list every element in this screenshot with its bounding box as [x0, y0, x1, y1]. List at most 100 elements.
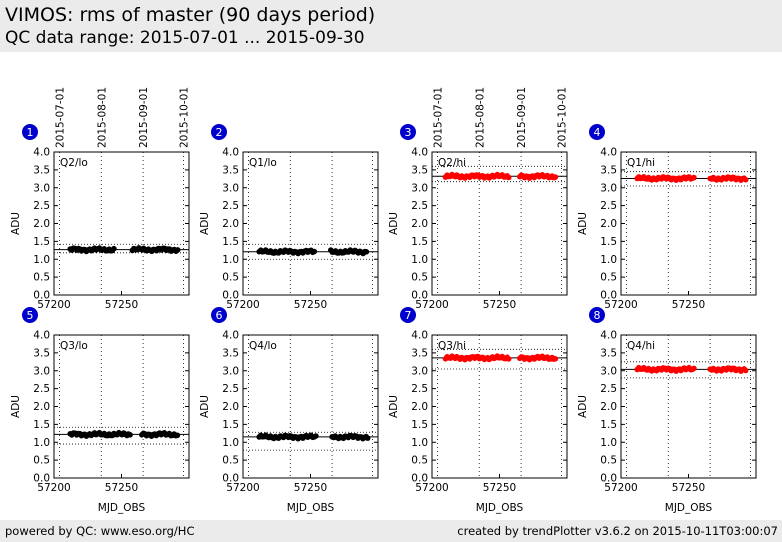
y-tick-label: 3.0	[33, 365, 50, 377]
y-tick-label: 2.5	[33, 383, 50, 395]
plot-frame	[242, 151, 379, 296]
date-tick-label: 2015-08-01	[474, 87, 486, 148]
panel-label: Q2/hi	[438, 157, 466, 169]
y-tick-label: 0.0	[222, 473, 239, 485]
y-axis-label: ADU	[388, 212, 400, 235]
x-tick-label: 57200	[37, 482, 70, 494]
y-axis-label: ADU	[388, 395, 400, 418]
y-axis-label: ADU	[577, 212, 589, 235]
panel-number-badge	[22, 307, 38, 323]
plot-frame	[620, 151, 757, 296]
y-tick-label: 0.5	[222, 455, 239, 467]
y-tick-label: 0.0	[411, 290, 428, 302]
date-tick-label: 2015-10-01	[179, 87, 191, 148]
y-tick-label: 2.0	[33, 218, 50, 230]
y-tick-label: 1.0	[411, 437, 428, 449]
panel-label: Q3/lo	[60, 340, 88, 352]
y-tick-label: 0.5	[600, 272, 617, 284]
x-axis-label: MJD_OBS	[287, 502, 335, 514]
data-point	[364, 435, 371, 441]
data-point	[311, 248, 318, 255]
panel-number: 1	[27, 126, 34, 139]
y-tick-label: 2.5	[600, 200, 617, 212]
x-tick-label: 57200	[415, 299, 448, 311]
y-tick-label: 3.5	[222, 164, 239, 176]
x-tick-label: 57250	[672, 299, 705, 311]
x-axis-label: MJD_OBS	[665, 502, 713, 514]
y-tick-label: 1.5	[222, 236, 239, 248]
date-tick-label: 2015-07-01	[432, 87, 444, 148]
y-tick-label: 2.0	[600, 218, 617, 230]
y-tick-label: 2.0	[411, 218, 428, 230]
y-tick-label: 2.5	[600, 383, 617, 395]
panel-number-badge	[211, 124, 227, 140]
data-point	[691, 365, 697, 372]
y-tick-label: 2.0	[33, 401, 50, 413]
y-tick-label: 2.5	[222, 200, 239, 212]
data-point	[505, 174, 512, 181]
y-tick-label: 2.0	[600, 401, 617, 413]
x-tick-label: 57250	[294, 482, 327, 494]
x-tick-label: 57200	[226, 482, 259, 494]
chart-panel-2: 0.0 0.5 1.0 1.5 2.0 2.5 3.0 3.5 4.0 57200 57250 Q1/…	[199, 124, 379, 311]
y-tick-label: 1.0	[222, 254, 239, 266]
y-tick-label: 1.0	[600, 437, 617, 449]
data-point	[742, 176, 749, 183]
y-axis-label: ADU	[199, 212, 211, 235]
y-tick-label: 1.0	[222, 437, 239, 449]
y-tick-label: 3.0	[411, 182, 428, 194]
y-axis-label: ADU	[10, 395, 22, 418]
y-tick-label: 4.0	[33, 147, 50, 159]
y-tick-label: 1.5	[600, 236, 617, 248]
data-point	[552, 356, 559, 362]
date-tick-label: 2015-09-01	[138, 87, 150, 148]
data-point	[174, 247, 181, 253]
y-tick-label: 0.0	[600, 473, 617, 485]
y-tick-label: 4.0	[600, 147, 617, 159]
panel-number: 5	[27, 309, 34, 322]
y-tick-label: 0.0	[600, 290, 617, 302]
y-tick-label: 1.0	[600, 254, 617, 266]
y-tick-label: 0.0	[411, 473, 428, 485]
y-tick-label: 1.5	[600, 419, 617, 431]
y-tick-label: 3.0	[33, 182, 50, 194]
y-tick-label: 0.0	[222, 290, 239, 302]
panel-label: Q1/hi	[627, 157, 655, 169]
y-tick-label: 3.5	[33, 164, 50, 176]
panel-number-badge	[211, 307, 227, 323]
x-tick-label: 57250	[105, 299, 138, 311]
x-tick-label: 57200	[604, 482, 637, 494]
y-tick-label: 1.5	[411, 419, 428, 431]
date-tick-label: 2015-07-01	[54, 87, 66, 148]
panel-number: 8	[594, 309, 601, 322]
panel-number: 3	[405, 126, 412, 139]
x-tick-label: 57250	[105, 482, 138, 494]
x-tick-label: 57200	[604, 299, 637, 311]
y-tick-label: 2.5	[411, 200, 428, 212]
y-tick-label: 3.0	[222, 365, 239, 377]
chart-panel-6: 0.0 0.5 1.0 1.5 2.0 2.5 3.0 3.5 4.0 57200 57250 Q4/…	[199, 307, 379, 514]
y-tick-label: 0.0	[33, 473, 50, 485]
y-tick-label: 0.5	[411, 272, 428, 284]
y-tick-label: 3.0	[411, 365, 428, 377]
y-tick-label: 0.0	[33, 290, 50, 302]
y-tick-label: 2.0	[222, 218, 239, 230]
y-tick-label: 1.0	[33, 437, 50, 449]
x-tick-label: 57200	[415, 482, 448, 494]
data-point	[691, 174, 697, 181]
x-tick-label: 57250	[294, 299, 327, 311]
plot-frame	[620, 334, 757, 479]
y-tick-label: 4.0	[222, 147, 239, 159]
panel-number-badge	[589, 307, 605, 323]
chart-panel-5: 0.0 0.5 1.0 1.5 2.0 2.5 3.0 3.5 4.0 57200 57250 Q3/…	[10, 307, 190, 514]
y-tick-label: 1.5	[33, 419, 50, 431]
data-point	[313, 433, 319, 439]
y-tick-label: 0.5	[600, 455, 617, 467]
date-tick-label: 2015-08-01	[96, 87, 108, 148]
plot-frame	[53, 151, 190, 296]
date-tick-label: 2015-09-01	[516, 87, 528, 148]
y-tick-label: 2.5	[411, 383, 428, 395]
y-tick-label: 1.5	[411, 236, 428, 248]
y-tick-label: 4.0	[411, 147, 428, 159]
y-axis-label: ADU	[577, 395, 589, 418]
